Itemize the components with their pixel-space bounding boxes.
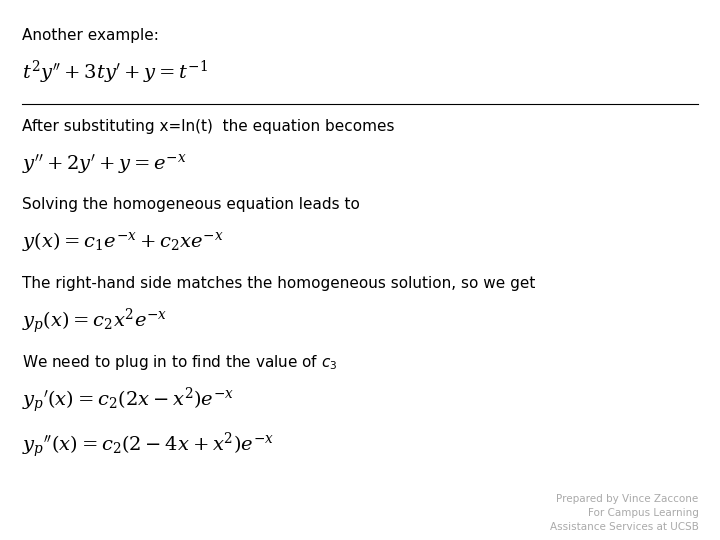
Text: $y'' + 2y' + y = e^{-x}$: $y'' + 2y' + y = e^{-x}$ — [22, 153, 186, 177]
Text: $y_p(x) = c_2 x^2 e^{-x}$: $y_p(x) = c_2 x^2 e^{-x}$ — [22, 307, 167, 336]
Text: We need to plug in to find the value of $c_3$: We need to plug in to find the value of … — [22, 353, 337, 373]
Text: Another example:: Another example: — [22, 28, 158, 43]
Text: $y_p{}''(x) = c_2(2 - 4x + x^2)e^{-x}$: $y_p{}''(x) = c_2(2 - 4x + x^2)e^{-x}$ — [22, 431, 274, 460]
Text: The right-hand side matches the homogeneous solution, so we get: The right-hand side matches the homogene… — [22, 276, 535, 291]
Text: For Campus Learning: For Campus Learning — [588, 508, 698, 518]
Text: Prepared by Vince Zaccone: Prepared by Vince Zaccone — [556, 495, 698, 504]
Text: After substituting x=ln(t)  the equation becomes: After substituting x=ln(t) the equation … — [22, 119, 394, 134]
Text: $y(x) = c_1 e^{-x} + c_2 x e^{-x}$: $y(x) = c_1 e^{-x} + c_2 x e^{-x}$ — [22, 231, 223, 253]
Text: $y_p{}'(x) = c_2(2x - x^2)e^{-x}$: $y_p{}'(x) = c_2(2x - x^2)e^{-x}$ — [22, 386, 234, 415]
Text: $t^2y'' + 3ty' + y = t^{-1}$: $t^2y'' + 3ty' + y = t^{-1}$ — [22, 59, 207, 86]
Text: Solving the homogeneous equation leads to: Solving the homogeneous equation leads t… — [22, 197, 359, 212]
Text: Assistance Services at UCSB: Assistance Services at UCSB — [549, 522, 698, 531]
